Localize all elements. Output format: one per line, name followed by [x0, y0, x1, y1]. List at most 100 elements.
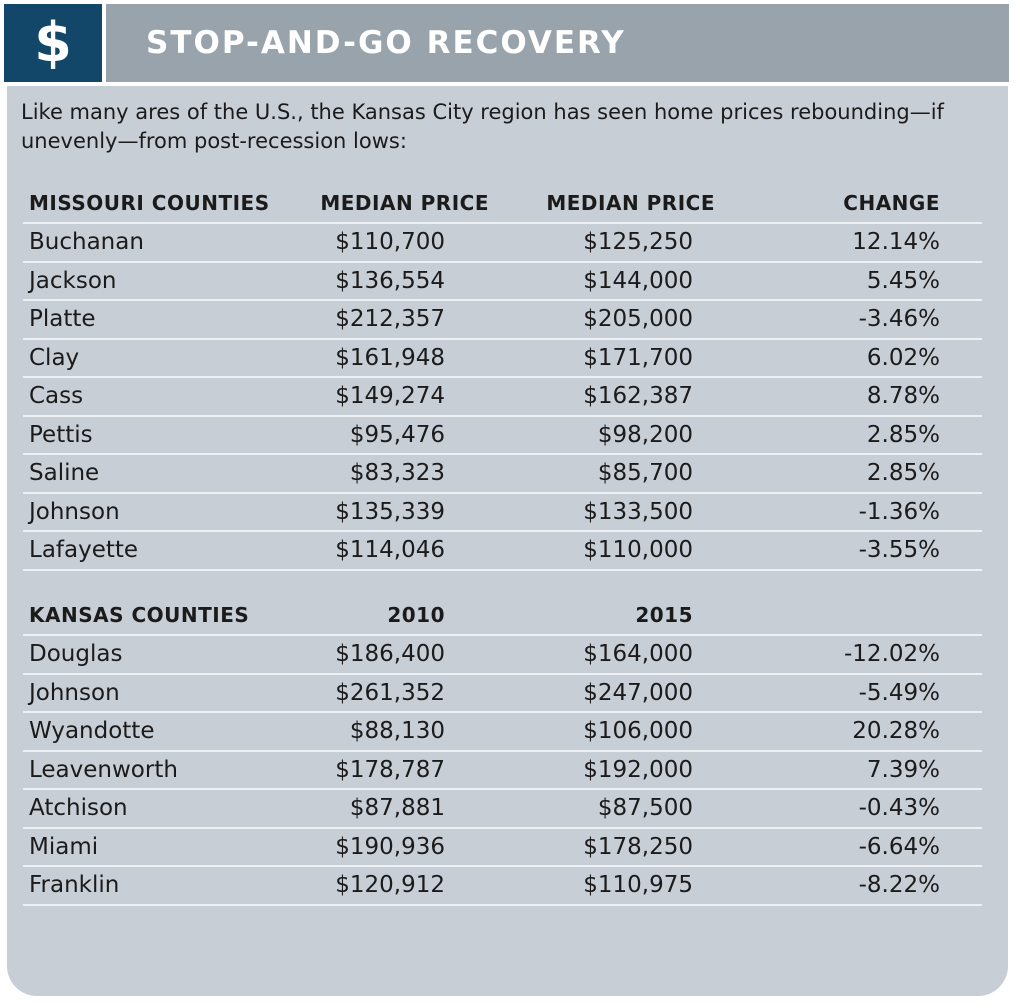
table-row: Clay $161,948 $171,700 6.02% [23, 340, 982, 378]
kansas-table: KANSAS COUNTIES 2010 2015 Douglas $186,40… [23, 596, 982, 906]
price-2010-cell: $212,357 [335, 306, 445, 333]
price-2010-cell: $178,787 [335, 756, 445, 783]
table-row: Lafayette $114,046 $110,000 -3.55% [23, 532, 982, 571]
price-2015-cell: $87,500 [597, 795, 693, 822]
change-cell: -3.55% [858, 537, 940, 564]
table-row: Pettis $95,476 $98,200 2.85% [23, 417, 982, 455]
table-row: Buchanan $110,700 $125,250 12.14% [23, 224, 982, 263]
county-cell: Lafayette [29, 537, 139, 564]
table-row: Jackson $136,554 $144,000 5.45% [23, 263, 982, 301]
price-2010-cell: $136,554 [335, 267, 445, 294]
price-2015-cell: $98,200 [597, 421, 693, 448]
county-cell: Saline [29, 460, 100, 487]
county-cell: Platte [29, 306, 96, 333]
table-row: Johnson $135,339 $133,500 -1.36% [23, 494, 982, 532]
county-cell: Buchanan [29, 229, 144, 256]
price-2015-cell: $192,000 [583, 756, 693, 783]
price-2015-cell: $247,000 [583, 679, 693, 706]
header-cell-county: KANSAS COUNTIES [29, 603, 250, 627]
kansas-rows: Douglas $186,400 $164,000 -12.02% Johnson $26… [23, 636, 982, 906]
missouri-header-row: MISSOURI COUNTIES MEDIAN PRICE MEDIAN PR… [23, 184, 982, 224]
price-2015-cell: $133,500 [583, 498, 693, 525]
price-2010-cell: $190,936 [335, 833, 445, 860]
price-2010-cell: $186,400 [335, 641, 445, 668]
change-cell: -5.49% [858, 679, 940, 706]
change-cell: -6.64% [858, 833, 940, 860]
price-2010-cell: $261,352 [335, 679, 445, 706]
header-bar: $ STOP-AND-GO RECOVERY [4, 4, 1009, 82]
table-row: Cass $149,274 $162,387 8.78% [23, 378, 982, 417]
change-cell: 12.14% [852, 229, 940, 256]
title-bar: STOP-AND-GO RECOVERY [106, 4, 1009, 82]
price-2010-cell: $88,130 [349, 718, 445, 745]
header-cell-price-a: MEDIAN PRICE [320, 191, 489, 215]
price-2015-cell: $144,000 [583, 267, 693, 294]
header-cell-year-2015: 2015 [635, 603, 693, 627]
dollar-sign-icon: $ [34, 11, 72, 74]
county-cell: Pettis [29, 421, 93, 448]
county-cell: Cass [29, 383, 84, 410]
header-cell-county: MISSOURI COUNTIES [29, 191, 270, 215]
table-row: Miami $190,936 $178,250 -6.64% [23, 829, 982, 867]
table-row: Leavenworth $178,787 $192,000 7.39% [23, 752, 982, 790]
change-cell: -3.46% [858, 306, 940, 333]
change-cell: -12.02% [844, 641, 940, 668]
table-row: Platte $212,357 $205,000 -3.46% [23, 301, 982, 340]
change-cell: 2.85% [866, 460, 940, 487]
missouri-table: MISSOURI COUNTIES MEDIAN PRICE MEDIAN PR… [23, 184, 982, 571]
price-2010-cell: $95,476 [349, 421, 445, 448]
price-2015-cell: $110,975 [583, 872, 693, 899]
county-cell: Jackson [29, 267, 117, 294]
county-cell: Johnson [29, 498, 120, 525]
county-cell: Johnson [29, 679, 120, 706]
table-row: Atchison $87,881 $87,500 -0.43% [23, 790, 982, 829]
county-cell: Miami [29, 833, 99, 860]
page-title: STOP-AND-GO RECOVERY [146, 25, 626, 61]
table-row: Douglas $186,400 $164,000 -12.02% [23, 636, 982, 675]
header-cell-price-b: MEDIAN PRICE [546, 191, 715, 215]
icon-box: $ [4, 4, 102, 82]
header-cell-year-2010: 2010 [387, 603, 445, 627]
change-cell: -8.22% [858, 872, 940, 899]
price-2015-cell: $106,000 [583, 718, 693, 745]
price-2010-cell: $161,948 [335, 344, 445, 371]
table-row: Saline $83,323 $85,700 2.85% [23, 455, 982, 494]
content-panel: Like many ares of the U.S., the Kansas C… [7, 86, 1008, 996]
price-2010-cell: $110,700 [335, 229, 445, 256]
price-2015-cell: $125,250 [583, 229, 693, 256]
county-cell: Franklin [29, 872, 120, 899]
change-cell: 8.78% [866, 383, 940, 410]
change-cell: 2.85% [866, 421, 940, 448]
price-2010-cell: $135,339 [335, 498, 445, 525]
price-2015-cell: $171,700 [583, 344, 693, 371]
price-2010-cell: $149,274 [335, 383, 445, 410]
price-2015-cell: $164,000 [583, 641, 693, 668]
price-2010-cell: $120,912 [335, 872, 445, 899]
change-cell: -1.36% [858, 498, 940, 525]
price-2015-cell: $85,700 [597, 460, 693, 487]
change-cell: 5.45% [866, 267, 940, 294]
missouri-rows: Buchanan $110,700 $125,250 12.14% Jackson $13… [23, 224, 982, 571]
price-2010-cell: $87,881 [349, 795, 445, 822]
price-2015-cell: $162,387 [583, 383, 693, 410]
price-2010-cell: $114,046 [335, 537, 445, 564]
county-cell: Douglas [29, 641, 123, 668]
county-cell: Wyandotte [29, 718, 155, 745]
price-2015-cell: $178,250 [583, 833, 693, 860]
intro-text: Like many ares of the U.S., the Kansas C… [21, 100, 944, 153]
table-row: Franklin $120,912 $110,975 -8.22% [23, 867, 982, 906]
change-cell: -0.43% [858, 795, 940, 822]
county-cell: Clay [29, 344, 80, 371]
header-cell-change: CHANGE [843, 191, 940, 215]
kansas-header-row: KANSAS COUNTIES 2010 2015 [23, 596, 982, 636]
county-cell: Leavenworth [29, 756, 178, 783]
price-2015-cell: $205,000 [583, 306, 693, 333]
county-cell: Atchison [29, 795, 128, 822]
price-2010-cell: $83,323 [349, 460, 445, 487]
price-2015-cell: $110,000 [583, 537, 693, 564]
change-cell: 7.39% [866, 756, 940, 783]
change-cell: 6.02% [866, 344, 940, 371]
table-row: Wyandotte $88,130 $106,000 20.28% [23, 713, 982, 752]
change-cell: 20.28% [852, 718, 940, 745]
